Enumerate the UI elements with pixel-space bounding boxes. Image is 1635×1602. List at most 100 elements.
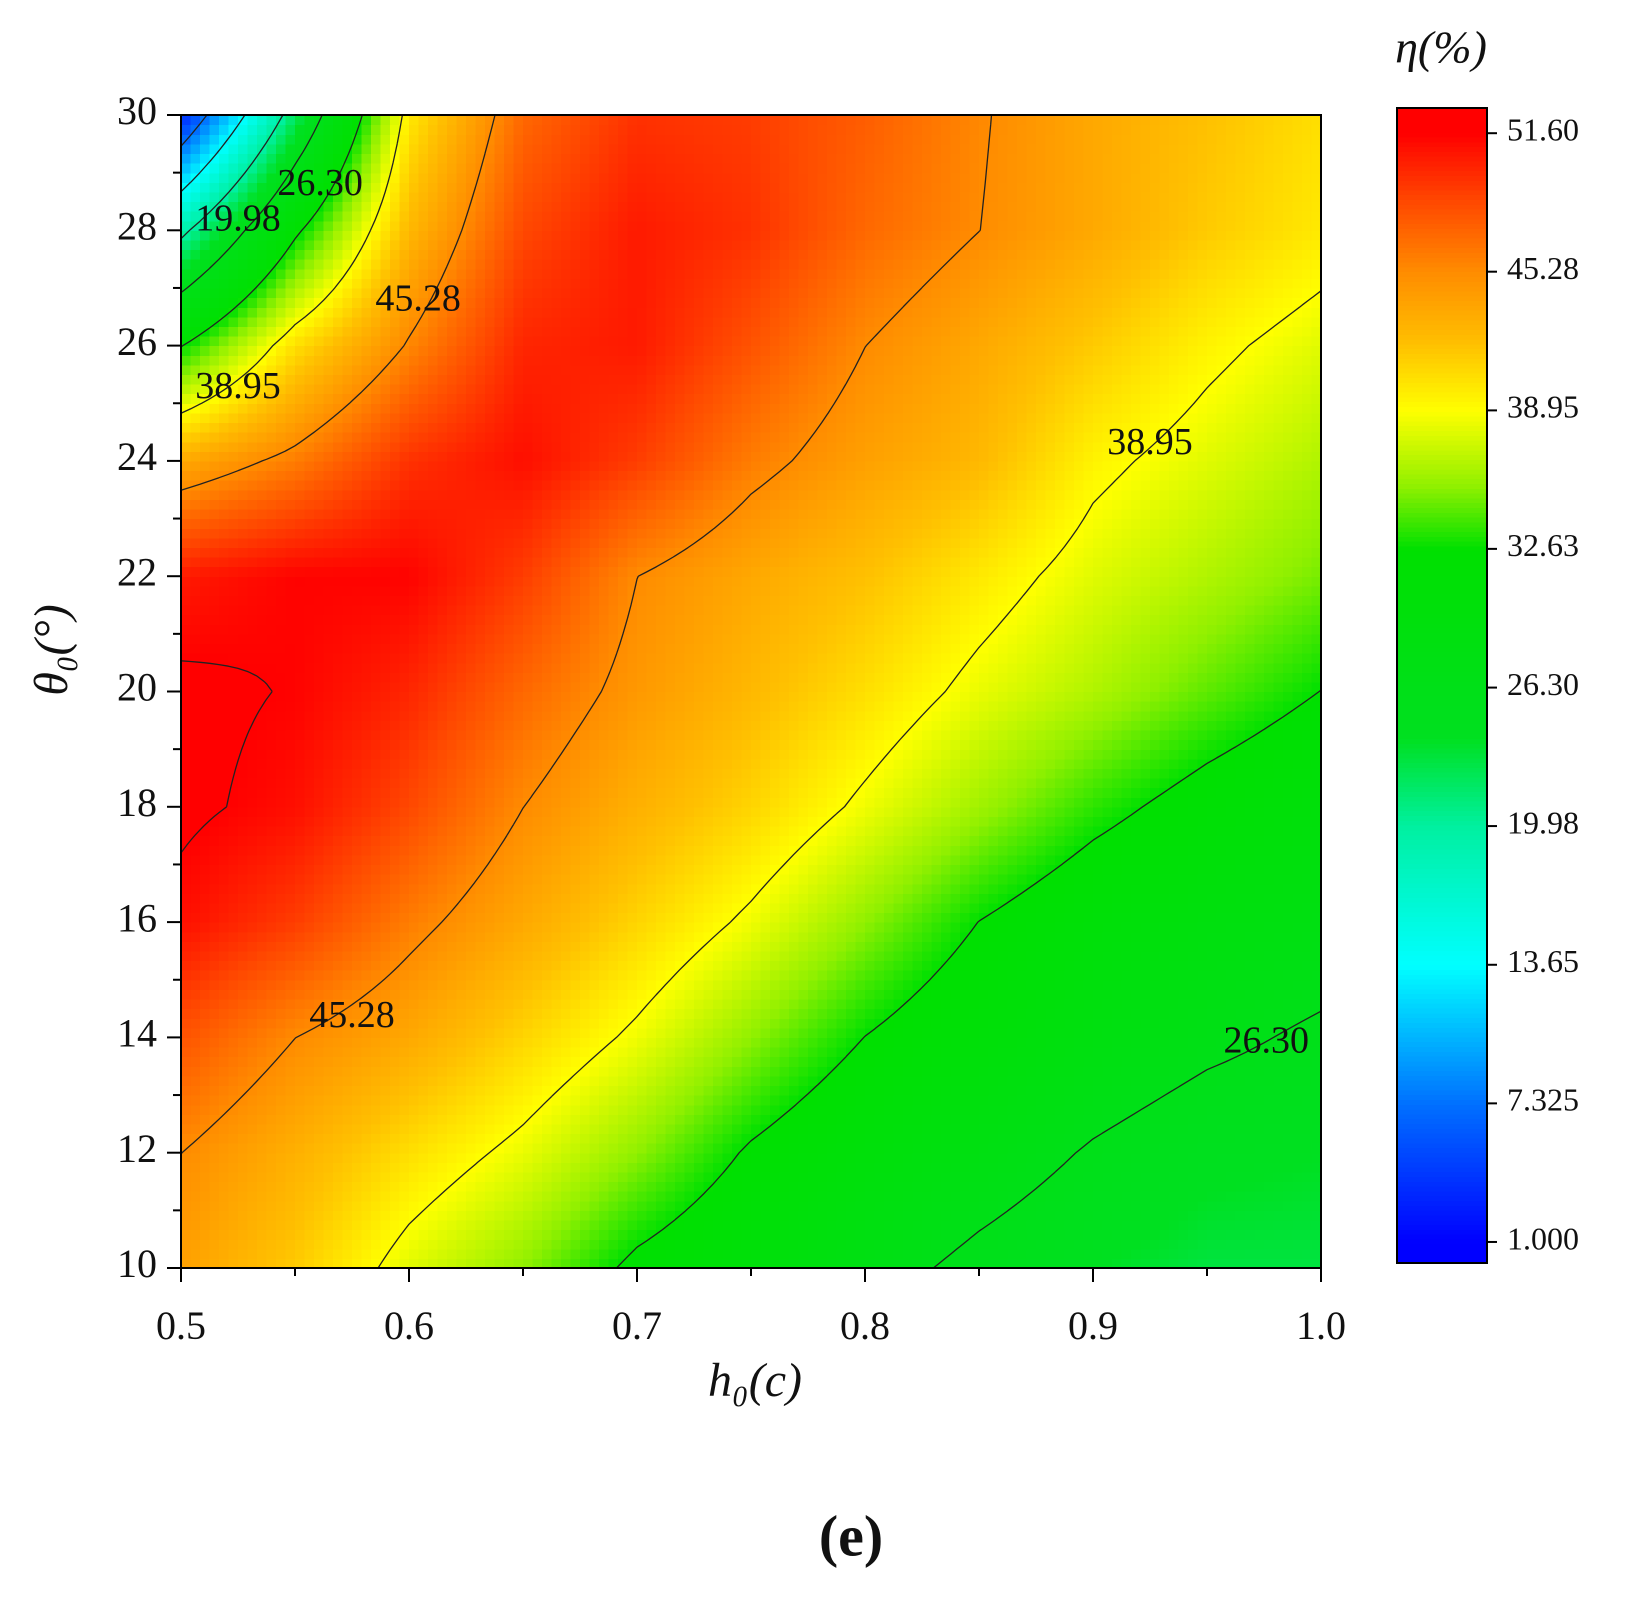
heat-cell xyxy=(551,1056,562,1067)
heat-cell xyxy=(998,874,1009,885)
heat-cell xyxy=(1226,1219,1237,1231)
heat-cell xyxy=(580,970,591,981)
heat-cell xyxy=(570,874,581,885)
heat-cell xyxy=(1074,1200,1085,1211)
heat-cell xyxy=(409,912,420,923)
heat-cell xyxy=(827,922,838,933)
heat-cell xyxy=(1302,883,1313,894)
heat-cell xyxy=(200,1104,211,1115)
heat-cell xyxy=(941,1104,952,1115)
heat-cell xyxy=(627,1037,638,1048)
heat-cell xyxy=(665,1133,676,1144)
heat-cell xyxy=(380,989,391,1000)
heat-cell xyxy=(570,1143,581,1154)
heat-cell xyxy=(266,931,277,942)
heat-cell xyxy=(466,1258,477,1269)
heat-cell xyxy=(447,989,458,1000)
heat-cell xyxy=(1150,1191,1161,1202)
heat-cell xyxy=(219,1114,230,1125)
heat-cell xyxy=(513,1037,524,1048)
heat-cell xyxy=(874,941,885,952)
heat-cell xyxy=(494,1056,505,1067)
heat-cell xyxy=(323,1095,334,1106)
heat-cell xyxy=(618,1114,629,1125)
heat-cell xyxy=(855,1027,866,1038)
heat-cell xyxy=(950,893,961,904)
heat-cell xyxy=(779,874,790,885)
heat-cell xyxy=(1093,874,1104,885)
heat-cell xyxy=(257,922,268,933)
heat-cell xyxy=(580,960,591,971)
heat-cell xyxy=(1026,1248,1037,1259)
heat-cell xyxy=(238,1200,249,1211)
heat-cell xyxy=(656,1239,667,1250)
heat-cell xyxy=(855,1056,866,1067)
heat-cell xyxy=(941,1056,952,1067)
heat-cell xyxy=(570,1123,581,1135)
heat-cell xyxy=(922,960,933,971)
heat-cell xyxy=(618,1152,629,1163)
heat-cell xyxy=(437,1104,448,1115)
heat-cell xyxy=(1045,1047,1056,1058)
heat-cell xyxy=(1226,979,1237,990)
heat-cell xyxy=(409,1219,420,1231)
heat-cell xyxy=(1140,1018,1151,1029)
heat-cell xyxy=(656,1056,667,1067)
heat-cell xyxy=(608,883,619,894)
heat-cell xyxy=(941,1210,952,1221)
heat-cell xyxy=(181,1171,192,1183)
heat-cell xyxy=(1226,1239,1237,1250)
heat-cell xyxy=(1264,1210,1275,1221)
heat-cell xyxy=(561,1191,572,1202)
heat-cell xyxy=(789,1095,800,1106)
heat-cell xyxy=(637,970,648,981)
heat-cell xyxy=(922,1114,933,1125)
heat-cell xyxy=(390,1056,401,1067)
heat-cell xyxy=(1292,1133,1303,1144)
heat-cell xyxy=(599,922,610,933)
heat-cell xyxy=(361,1056,372,1067)
heat-cell xyxy=(1245,989,1256,1000)
heat-cell xyxy=(1197,1056,1208,1067)
heat-cell xyxy=(513,1018,524,1029)
heat-cell xyxy=(561,874,572,885)
heat-cell xyxy=(998,1143,1009,1154)
heat-cell xyxy=(352,998,363,1010)
heat-cell xyxy=(1121,1037,1132,1048)
heat-cell xyxy=(637,1191,648,1202)
heat-cell xyxy=(751,883,762,894)
heat-cell xyxy=(1264,1200,1275,1211)
heat-cell xyxy=(456,1085,467,1096)
heat-cell xyxy=(428,1095,439,1106)
heat-cell xyxy=(1140,1143,1151,1154)
heat-cell xyxy=(494,970,505,981)
heat-cell xyxy=(760,1027,771,1038)
heat-cell xyxy=(523,902,534,914)
heat-cell xyxy=(1045,893,1056,904)
heat-cell xyxy=(1283,1047,1294,1058)
heat-cell xyxy=(1245,1239,1256,1250)
heat-cell xyxy=(1254,883,1265,894)
heat-cell xyxy=(1045,1066,1056,1077)
heat-cell xyxy=(751,1239,762,1250)
heat-cell xyxy=(475,1152,486,1163)
heat-cell xyxy=(1150,1037,1161,1048)
heat-cell xyxy=(1150,1114,1161,1125)
heat-cell xyxy=(418,960,429,971)
heat-cell xyxy=(209,1018,220,1029)
heat-cell xyxy=(570,1104,581,1115)
heat-cell xyxy=(181,1219,192,1231)
heat-cell xyxy=(912,1258,923,1269)
heat-cell xyxy=(817,941,828,952)
heat-cell xyxy=(1036,1171,1047,1183)
heat-cell xyxy=(893,893,904,904)
heat-cell xyxy=(817,1171,828,1183)
heat-cell xyxy=(884,874,895,885)
heat-cell xyxy=(1169,1056,1180,1067)
heat-cell xyxy=(238,1008,249,1019)
heat-cell xyxy=(456,1248,467,1259)
heat-cell xyxy=(779,1018,790,1029)
heat-cell xyxy=(1264,960,1275,971)
heat-cell xyxy=(276,1056,287,1067)
heat-cell xyxy=(637,1095,648,1106)
